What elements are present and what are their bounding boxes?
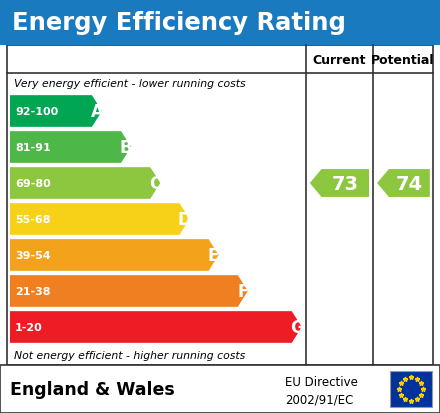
Text: 73: 73: [332, 174, 359, 193]
Text: 92-100: 92-100: [15, 107, 58, 117]
Polygon shape: [10, 311, 302, 343]
Text: Not energy efficient - higher running costs: Not energy efficient - higher running co…: [14, 350, 245, 360]
Text: 39-54: 39-54: [15, 250, 51, 260]
Text: G: G: [290, 318, 304, 336]
Text: Current: Current: [313, 53, 366, 66]
Text: 1-20: 1-20: [15, 322, 43, 332]
Polygon shape: [10, 132, 131, 164]
Text: E: E: [208, 247, 219, 264]
Text: EU Directive: EU Directive: [285, 375, 358, 388]
Bar: [0, 365, 440, 413]
Text: A: A: [91, 103, 103, 121]
Polygon shape: [10, 204, 190, 235]
Polygon shape: [10, 96, 102, 128]
Polygon shape: [310, 170, 369, 197]
Text: 55-68: 55-68: [15, 214, 51, 224]
Text: B: B: [120, 139, 132, 157]
Text: 21-38: 21-38: [15, 286, 51, 296]
Text: England & Wales: England & Wales: [10, 380, 175, 398]
Bar: [7, 46, 433, 365]
Text: F: F: [237, 282, 249, 300]
Polygon shape: [10, 168, 160, 199]
Text: 2002/91/EC: 2002/91/EC: [285, 392, 353, 405]
Text: 81-91: 81-91: [15, 142, 51, 153]
Text: Very energy efficient - lower running costs: Very energy efficient - lower running co…: [14, 79, 246, 89]
Text: Potential: Potential: [371, 53, 435, 66]
Polygon shape: [377, 170, 430, 197]
Text: Energy Efficiency Rating: Energy Efficiency Rating: [12, 11, 346, 35]
Bar: [0, 0, 440, 46]
Bar: [390, 371, 432, 407]
Text: 69-80: 69-80: [15, 178, 51, 189]
Polygon shape: [10, 275, 248, 307]
Polygon shape: [10, 240, 219, 271]
Text: 74: 74: [396, 174, 423, 193]
Text: D: D: [178, 211, 191, 228]
Text: C: C: [149, 175, 161, 192]
